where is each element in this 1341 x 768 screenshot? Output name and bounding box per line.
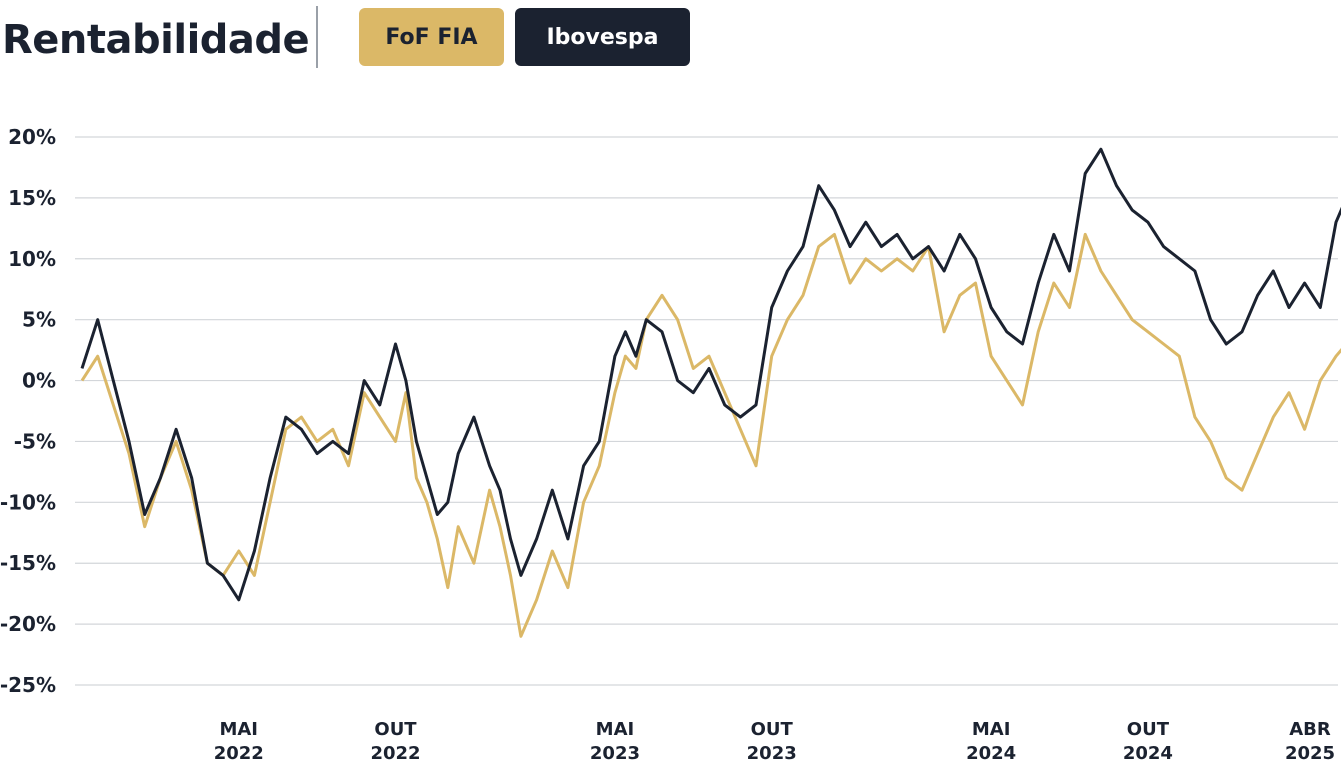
x-tick-month: MAI [219,719,258,740]
y-tick-label: 10% [8,247,56,271]
page-title: Rentabilidade [2,17,310,63]
x-tick-month: MAI [972,719,1011,740]
x-tick-year: 2022 [370,743,420,764]
y-tick-label: 0% [22,369,56,393]
y-tick-label: -25% [0,673,56,697]
series-lines [80,147,1341,638]
x-tick-month: ABR [1289,719,1331,740]
x-tick-year: 2025 [1285,743,1335,764]
grid-lines [75,136,1338,686]
y-tick-label: -5% [14,429,56,453]
x-tick-month: OUT [374,719,417,740]
x-tick-year: 2023 [747,743,797,764]
line-chart: 20% 15% 10% 5% 0% -5% -10% -15% -20% -25% MAI 2022… [0,125,1341,764]
y-axis-ticks: 20% 15% 10% 5% 0% -5% -10% -15% -20% -25% [0,125,56,697]
y-tick-label: -20% [0,612,56,636]
chart-header: Rentabilidade FoF FIA Ibovespa [0,0,1341,80]
y-tick-label: -15% [0,551,56,575]
y-tick-label: 20% [8,125,56,149]
header-divider [316,6,318,68]
legend-fof-fia-button[interactable]: FoF FIA [359,8,504,66]
y-tick-label: -10% [0,490,56,514]
series-line-fof-fia [80,232,1341,638]
y-tick-label: 15% [8,186,56,210]
x-tick-year: 2023 [590,743,640,764]
y-tick-label: 5% [22,308,56,332]
x-tick-year: 2024 [966,743,1016,764]
series-line-ibovespa [80,147,1341,602]
x-tick-month: MAI [596,719,635,740]
x-tick-year: 2024 [1123,743,1173,764]
x-tick-year: 2022 [214,743,264,764]
x-axis-ticks: MAI 2022 OUT 2022 MAI 2023 OUT 2023 MAI 2024 OUT 20… [214,719,1335,764]
x-tick-month: OUT [751,719,794,740]
legend-ibovespa-button[interactable]: Ibovespa [515,8,690,66]
x-tick-month: OUT [1127,719,1170,740]
